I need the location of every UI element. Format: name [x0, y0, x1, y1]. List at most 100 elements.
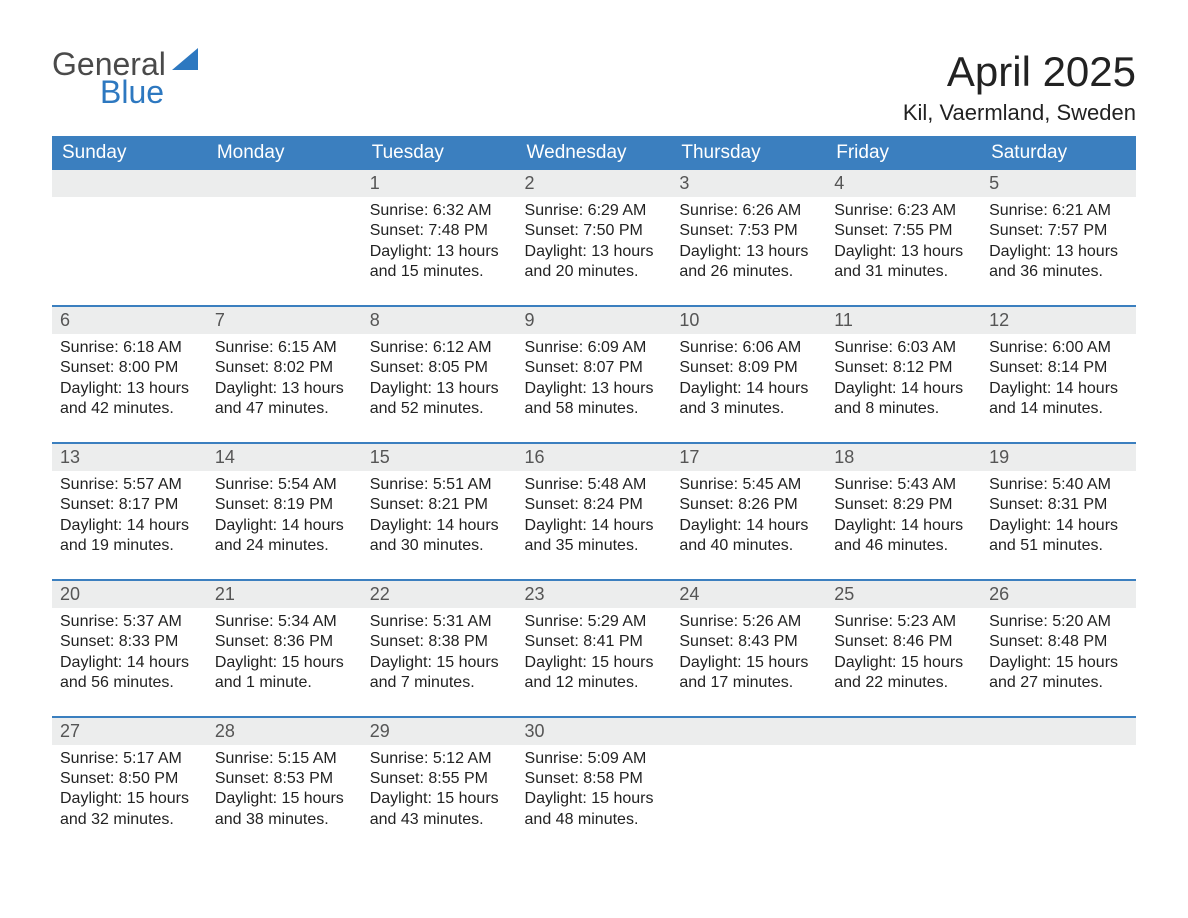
day-cell: Sunrise: 5:20 AMSunset: 8:48 PMDaylight:…	[981, 608, 1136, 717]
day-cell: Sunrise: 5:37 AMSunset: 8:33 PMDaylight:…	[52, 608, 207, 717]
week-daynum-row: 27282930	[52, 717, 1136, 745]
day-cell: Sunrise: 5:57 AMSunset: 8:17 PMDaylight:…	[52, 471, 207, 580]
daylight-line: Daylight: 14 hours and 40 minutes.	[679, 516, 818, 557]
day-cell: Sunrise: 5:26 AMSunset: 8:43 PMDaylight:…	[671, 608, 826, 717]
day-cell: Sunrise: 5:45 AMSunset: 8:26 PMDaylight:…	[671, 471, 826, 580]
day-cell: Sunrise: 6:26 AMSunset: 7:53 PMDaylight:…	[671, 197, 826, 306]
day-cell: Sunrise: 5:12 AMSunset: 8:55 PMDaylight:…	[362, 745, 517, 853]
sunrise-line: Sunrise: 5:34 AM	[215, 612, 354, 632]
sunrise-line: Sunrise: 6:06 AM	[679, 338, 818, 358]
day-cell: Sunrise: 5:23 AMSunset: 8:46 PMDaylight:…	[826, 608, 981, 717]
sunrise-line: Sunrise: 5:57 AM	[60, 475, 199, 495]
day-number-cell: 25	[826, 580, 981, 608]
day-cell	[671, 745, 826, 853]
sunrise-line: Sunrise: 5:26 AM	[679, 612, 818, 632]
week-content-row: Sunrise: 5:17 AMSunset: 8:50 PMDaylight:…	[52, 745, 1136, 853]
day-number-cell: 17	[671, 443, 826, 471]
day-number-cell: 2	[517, 170, 672, 197]
daylight-line: Daylight: 14 hours and 3 minutes.	[679, 379, 818, 420]
sunset-line: Sunset: 8:36 PM	[215, 632, 354, 652]
day-number-cell: 20	[52, 580, 207, 608]
daylight-line: Daylight: 14 hours and 19 minutes.	[60, 516, 199, 557]
week-daynum-row: 20212223242526	[52, 580, 1136, 608]
sunset-line: Sunset: 8:58 PM	[525, 769, 664, 789]
week-daynum-row: 6789101112	[52, 306, 1136, 334]
day-number-cell: 16	[517, 443, 672, 471]
day-cell: Sunrise: 6:32 AMSunset: 7:48 PMDaylight:…	[362, 197, 517, 306]
sunset-line: Sunset: 8:33 PM	[60, 632, 199, 652]
daylight-line: Daylight: 15 hours and 27 minutes.	[989, 653, 1128, 694]
sunrise-line: Sunrise: 5:54 AM	[215, 475, 354, 495]
sunrise-line: Sunrise: 5:17 AM	[60, 749, 199, 769]
sunrise-line: Sunrise: 6:23 AM	[834, 201, 973, 221]
day-number-cell	[826, 717, 981, 745]
sunset-line: Sunset: 8:24 PM	[525, 495, 664, 515]
day-number-cell: 7	[207, 306, 362, 334]
day-number-cell: 27	[52, 717, 207, 745]
day-number-cell: 11	[826, 306, 981, 334]
day-header: Tuesday	[362, 136, 517, 170]
day-cell: Sunrise: 6:18 AMSunset: 8:00 PMDaylight:…	[52, 334, 207, 443]
sunset-line: Sunset: 8:55 PM	[370, 769, 509, 789]
daylight-line: Daylight: 15 hours and 1 minute.	[215, 653, 354, 694]
day-number-cell: 8	[362, 306, 517, 334]
daylight-line: Daylight: 14 hours and 35 minutes.	[525, 516, 664, 557]
day-number-cell	[207, 170, 362, 197]
daylight-line: Daylight: 15 hours and 32 minutes.	[60, 789, 199, 830]
day-number-cell: 15	[362, 443, 517, 471]
sunrise-line: Sunrise: 5:37 AM	[60, 612, 199, 632]
daylight-line: Daylight: 13 hours and 47 minutes.	[215, 379, 354, 420]
sunrise-line: Sunrise: 5:20 AM	[989, 612, 1128, 632]
sunrise-line: Sunrise: 6:03 AM	[834, 338, 973, 358]
daylight-line: Daylight: 14 hours and 56 minutes.	[60, 653, 199, 694]
sunset-line: Sunset: 8:05 PM	[370, 358, 509, 378]
day-cell: Sunrise: 5:51 AMSunset: 8:21 PMDaylight:…	[362, 471, 517, 580]
day-number-cell: 23	[517, 580, 672, 608]
sunrise-line: Sunrise: 5:31 AM	[370, 612, 509, 632]
sunrise-line: Sunrise: 5:15 AM	[215, 749, 354, 769]
daylight-line: Daylight: 13 hours and 42 minutes.	[60, 379, 199, 420]
sunrise-line: Sunrise: 5:29 AM	[525, 612, 664, 632]
sunset-line: Sunset: 8:02 PM	[215, 358, 354, 378]
day-cell: Sunrise: 6:23 AMSunset: 7:55 PMDaylight:…	[826, 197, 981, 306]
daylight-line: Daylight: 15 hours and 38 minutes.	[215, 789, 354, 830]
day-cell: Sunrise: 5:31 AMSunset: 8:38 PMDaylight:…	[362, 608, 517, 717]
day-cell	[981, 745, 1136, 853]
page-title: April 2025	[903, 48, 1136, 96]
day-cell: Sunrise: 5:15 AMSunset: 8:53 PMDaylight:…	[207, 745, 362, 853]
sunset-line: Sunset: 8:26 PM	[679, 495, 818, 515]
daylight-line: Daylight: 14 hours and 14 minutes.	[989, 379, 1128, 420]
day-number-cell: 14	[207, 443, 362, 471]
daylight-line: Daylight: 15 hours and 48 minutes.	[525, 789, 664, 830]
daylight-line: Daylight: 14 hours and 30 minutes.	[370, 516, 509, 557]
daylight-line: Daylight: 15 hours and 12 minutes.	[525, 653, 664, 694]
day-cell: Sunrise: 5:54 AMSunset: 8:19 PMDaylight:…	[207, 471, 362, 580]
day-cell: Sunrise: 6:29 AMSunset: 7:50 PMDaylight:…	[517, 197, 672, 306]
sunrise-line: Sunrise: 6:15 AM	[215, 338, 354, 358]
sunset-line: Sunset: 8:19 PM	[215, 495, 354, 515]
sunset-line: Sunset: 8:14 PM	[989, 358, 1128, 378]
sunset-line: Sunset: 8:46 PM	[834, 632, 973, 652]
daylight-line: Daylight: 13 hours and 20 minutes.	[525, 242, 664, 283]
day-cell: Sunrise: 6:15 AMSunset: 8:02 PMDaylight:…	[207, 334, 362, 443]
location-subtitle: Kil, Vaermland, Sweden	[903, 100, 1136, 126]
day-number-cell: 3	[671, 170, 826, 197]
day-header: Friday	[826, 136, 981, 170]
sunrise-line: Sunrise: 5:45 AM	[679, 475, 818, 495]
daylight-line: Daylight: 13 hours and 36 minutes.	[989, 242, 1128, 283]
day-number-cell: 22	[362, 580, 517, 608]
week-content-row: Sunrise: 6:32 AMSunset: 7:48 PMDaylight:…	[52, 197, 1136, 306]
sunrise-line: Sunrise: 5:51 AM	[370, 475, 509, 495]
day-number-cell: 9	[517, 306, 672, 334]
sunset-line: Sunset: 8:00 PM	[60, 358, 199, 378]
calendar-table: SundayMondayTuesdayWednesdayThursdayFrid…	[52, 136, 1136, 852]
sunrise-line: Sunrise: 5:12 AM	[370, 749, 509, 769]
day-cell	[826, 745, 981, 853]
week-content-row: Sunrise: 5:37 AMSunset: 8:33 PMDaylight:…	[52, 608, 1136, 717]
sunset-line: Sunset: 8:21 PM	[370, 495, 509, 515]
sunset-line: Sunset: 8:53 PM	[215, 769, 354, 789]
week-daynum-row: 13141516171819	[52, 443, 1136, 471]
day-number-cell: 5	[981, 170, 1136, 197]
day-cell: Sunrise: 6:09 AMSunset: 8:07 PMDaylight:…	[517, 334, 672, 443]
sunset-line: Sunset: 8:29 PM	[834, 495, 973, 515]
